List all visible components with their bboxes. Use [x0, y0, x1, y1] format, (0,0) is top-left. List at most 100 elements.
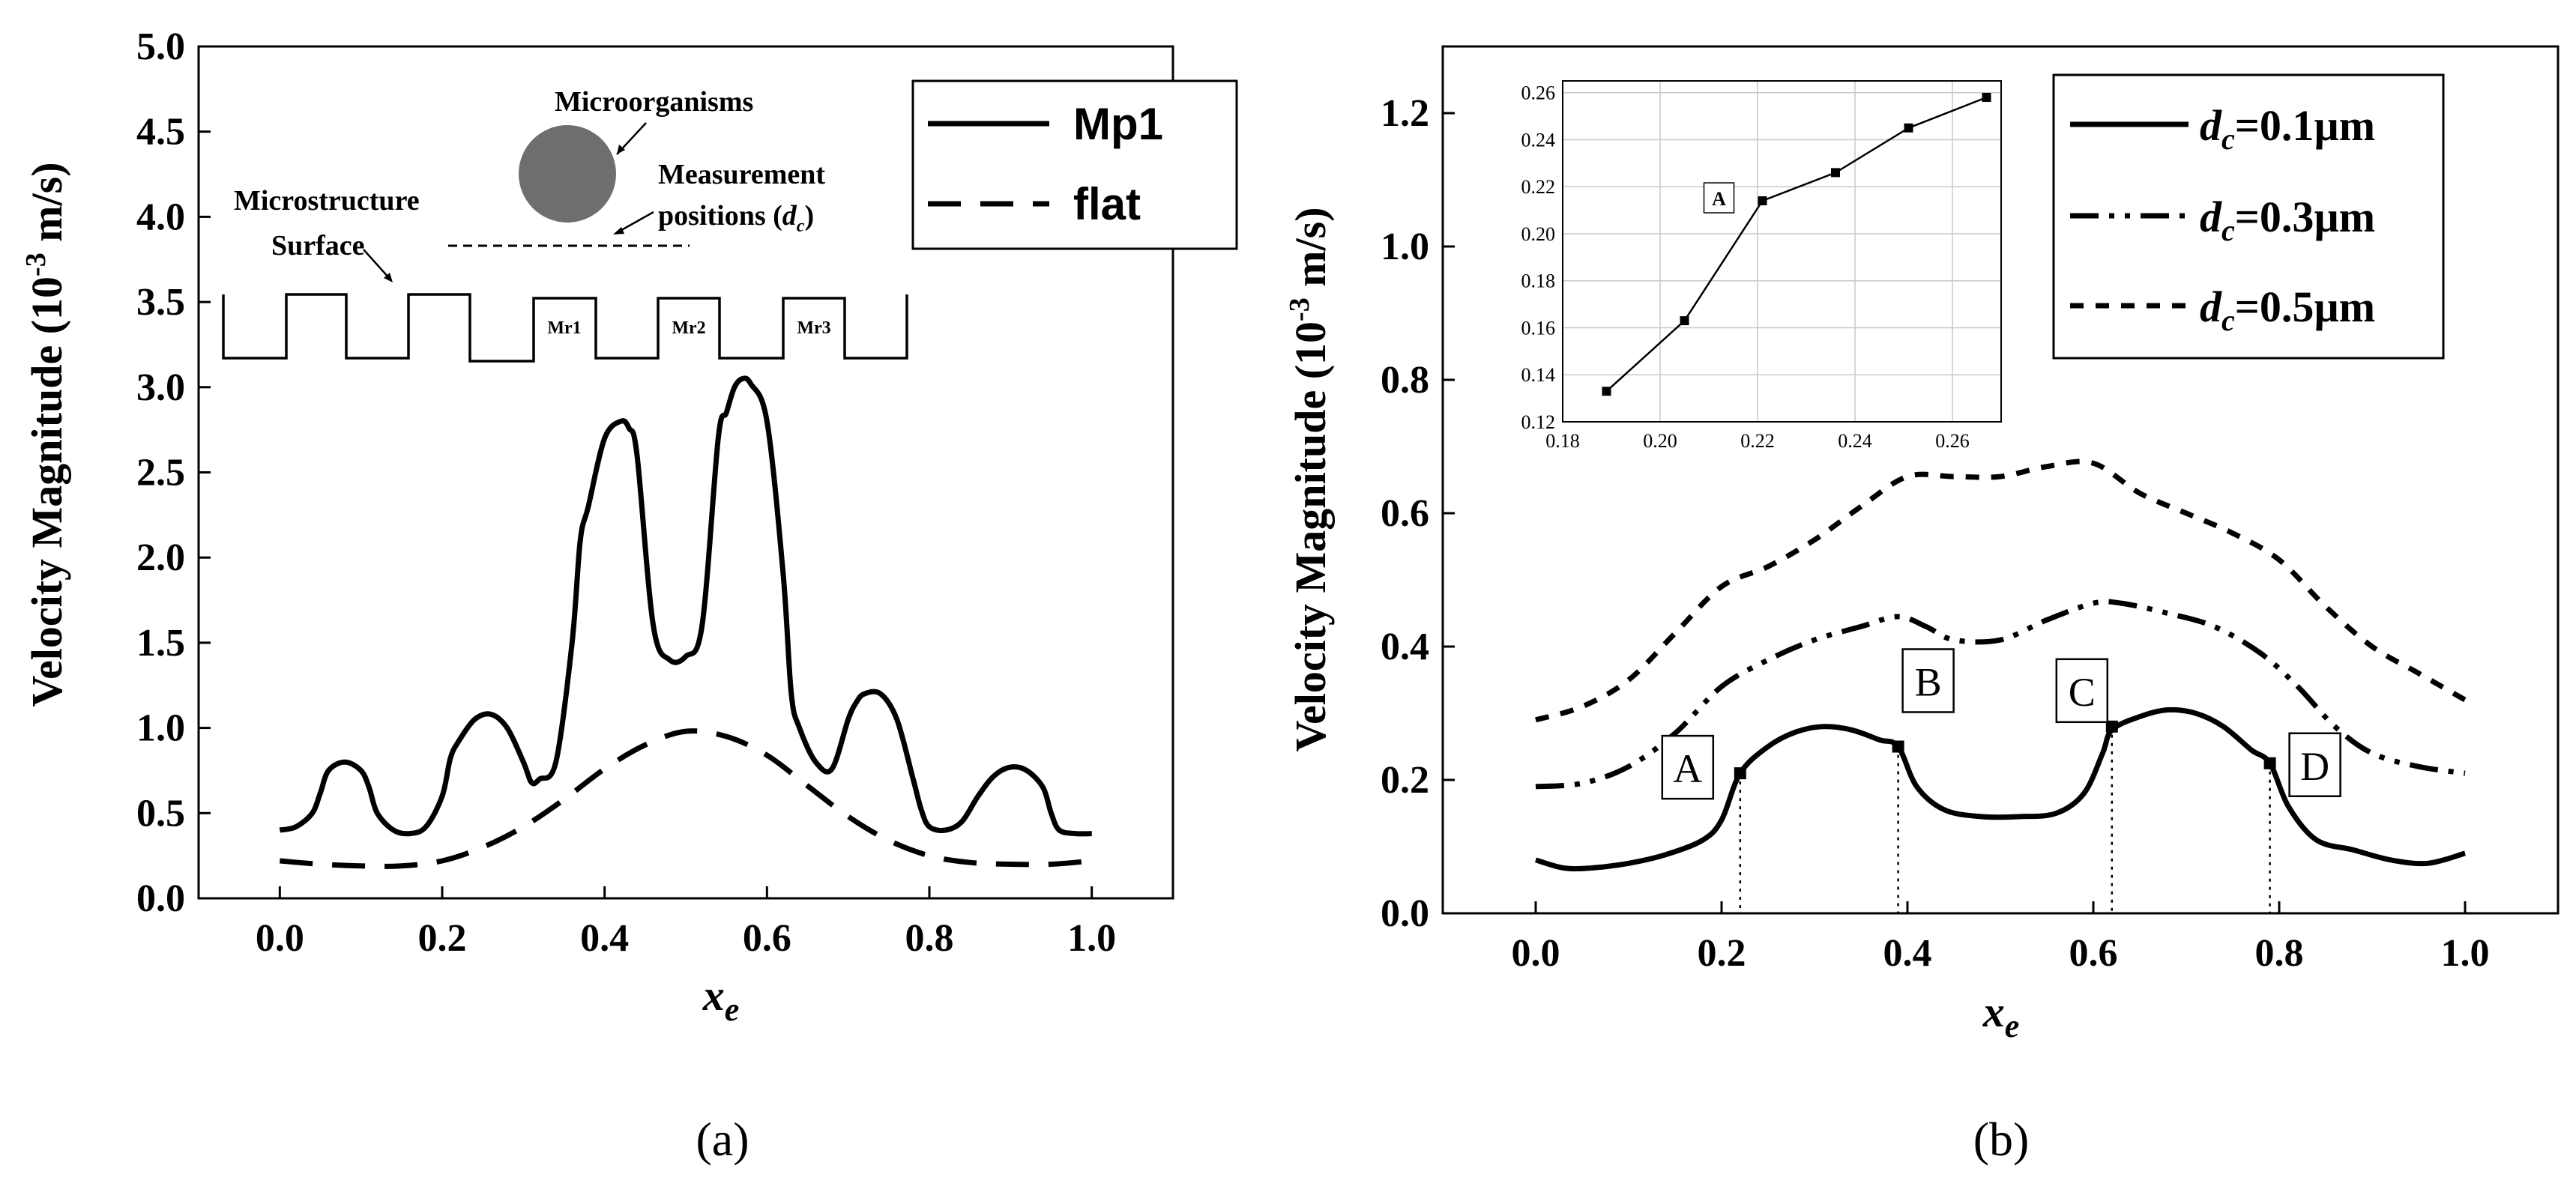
panel-a-y-tick-label: 1.0	[136, 707, 185, 750]
panel-a-x-tick-label: 0.4	[580, 917, 629, 960]
inset-y-tick-label: 0.18	[1521, 270, 1556, 292]
block-label-mr2: Mr2	[672, 318, 705, 338]
panel-b-markers: A B C D	[1661, 648, 2341, 913]
inset-y-tick-label: 0.24	[1521, 129, 1556, 151]
inset-y-tick-label: 0.20	[1521, 223, 1556, 245]
panel-a-y-tick-label: 2.0	[136, 536, 185, 579]
panel-a-y-tick-label: 3.5	[136, 281, 185, 324]
panel-a-series-line-1	[280, 728, 1092, 869]
legend-label-dc05: dc=0.5µm	[2200, 282, 2375, 337]
inset-point	[1680, 316, 1689, 326]
inset-point	[1831, 168, 1840, 178]
block-label-mr3: Mr3	[797, 318, 830, 338]
panel-a-x-tick-label: 0.2	[418, 917, 467, 960]
surface-label-2: Surface	[271, 230, 365, 261]
panel-b-x-tick-label: 0.0	[1512, 932, 1560, 975]
panel-b-x-tick-label: 0.2	[1698, 932, 1746, 975]
measurement-label-2: positions (dc)	[658, 200, 814, 236]
inset-x-tick-label: 0.24	[1838, 430, 1872, 452]
microorganisms-label: Microorganisms	[555, 86, 753, 118]
marker-point-D	[2263, 757, 2276, 769]
panel-a-legend: Mp1 flat	[911, 79, 1238, 250]
panel-a-x-tick-label: 0.8	[905, 917, 954, 960]
panel-a-x-tick-label: 0.6	[743, 917, 791, 960]
marker-box-A	[1661, 734, 1715, 800]
panel-a-series-line-0	[279, 375, 1092, 837]
inset-point	[1602, 387, 1611, 396]
panel-b-inset: 0.12 0.14 0.16 0.18 0.20 0.22 0.24 0.26 0.18 0.20…	[1521, 80, 2002, 452]
panel-a-schematic: Microorganisms Measurement positions (dc…	[222, 86, 908, 363]
inset-annotation-box	[1703, 182, 1735, 214]
inset-y-tick-label: 0.12	[1521, 411, 1556, 433]
microorganism-circle	[519, 125, 616, 223]
panel-b-ticks: 0.0 0.2 0.4 0.6 0.8 1.0 0.0 0.2 0.4 0.6 0.8 1.0 1.2	[1381, 92, 2490, 975]
panel-b-y-axis-title: Velocity Magnitude (10-3 m/s)	[1284, 207, 1335, 751]
inset-point	[1904, 123, 1913, 133]
panel-b-y-tick-label: 0.4	[1381, 626, 1429, 668]
marker-label-A: A	[1673, 746, 1702, 791]
legend-label-dc01: dc=0.1µm	[2200, 101, 2375, 156]
panel-a-y-tick-label: 1.5	[136, 622, 185, 665]
marker-point-A	[1734, 767, 1746, 780]
panel-b-legend: dc=0.1µm dc=0.3µm dc=0.5µm	[2052, 73, 2445, 360]
panel-b-axes-frame	[1441, 45, 2560, 915]
inset-series-layer: A	[1602, 92, 1991, 396]
panel-b-series-layer	[1534, 459, 2467, 872]
legend-label-mp1: Mp1	[1073, 99, 1163, 149]
panel-a-y-tick-label: 0.0	[136, 877, 185, 920]
inset-x-tick-label: 0.18	[1545, 430, 1580, 452]
panel-b-series-line-0	[1534, 707, 2466, 872]
surface-arrowhead	[384, 273, 393, 282]
panel-a: 0.0 0.2 0.4 0.6 0.8 1.0 0.0 0.5 1.0 1.5 2.0 2.5 3.0 3…	[20, 25, 1238, 1166]
block-label-mr1: Mr1	[547, 318, 581, 338]
panel-b-y-tick-label: 0.8	[1381, 359, 1429, 402]
panel-a-y-tick-label: 4.0	[136, 196, 185, 238]
legend-label-flat: flat	[1073, 179, 1141, 229]
surface-label-1: Microstructure	[234, 185, 420, 217]
marker-point-B	[1892, 740, 1904, 753]
panel-b-series-line-1	[1535, 599, 2466, 790]
panel-a-y-tick-label: 3.0	[136, 366, 185, 409]
marker-label-D: D	[2300, 744, 2329, 789]
panel-b: 0.0 0.2 0.4 0.6 0.8 1.00.00.20.40.60.81.01.2 …	[1284, 45, 2560, 1166]
surface-arrow	[363, 249, 390, 279]
panel-a-y-tick-label: 2.5	[136, 452, 185, 494]
legend-label-dc03: dc=0.3µm	[2200, 193, 2375, 247]
panel-a-series-layer	[279, 375, 1092, 869]
panel-b-y-tick-label: 0.0	[1381, 892, 1429, 935]
panel-a-x-tick-label: 0.0	[256, 917, 304, 960]
panel-b-y-tick-label: 1.0	[1381, 226, 1429, 268]
inset-point	[1758, 196, 1767, 206]
marker-label-B: B	[1915, 660, 1942, 705]
panel-a-y-tick-label: 4.5	[136, 111, 185, 154]
microorganism-arrowhead	[617, 145, 625, 154]
microstructure-surface-profile	[222, 293, 908, 363]
panel-a-legend-box	[911, 79, 1238, 250]
panel-b-x-tick-label: 0.4	[1883, 932, 1932, 975]
inset-y-tick-label: 0.26	[1521, 82, 1556, 104]
inset-x-tick-label: 0.22	[1740, 430, 1775, 452]
panel-a-caption: (a)	[696, 1113, 749, 1166]
inset-frame	[1562, 80, 2002, 423]
panel-b-y-tick-label: 0.2	[1381, 759, 1429, 802]
panel-b-x-axis-title: xe	[1982, 987, 2020, 1044]
inset-series-line	[1605, 96, 1987, 393]
panel-b-caption: (b)	[1973, 1113, 2030, 1166]
panel-a-y-axis-title: Velocity Magnitude (10-3 m/s)	[20, 162, 71, 707]
measurement-arrow	[617, 211, 654, 234]
panel-a-x-axis-title: xe	[702, 971, 740, 1028]
panel-a-x-tick-label: 1.0	[1067, 917, 1116, 960]
marker-box-B	[1901, 648, 1955, 713]
inset-x-tick-label: 0.26	[1935, 430, 1970, 452]
inset-y-tick-label: 0.22	[1521, 176, 1556, 198]
marker-box-C	[2055, 658, 2109, 724]
panel-b-x-tick-label: 0.8	[2255, 932, 2304, 975]
inset-y-tick-label: 0.14	[1521, 364, 1556, 386]
panel-b-y-tick-label: 1.2	[1381, 92, 1429, 135]
inset-ticks: 0.12 0.14 0.16 0.18 0.20 0.22 0.24 0.26 0.18 0.20…	[1521, 82, 1970, 452]
marker-label-C: C	[2069, 670, 2096, 715]
panel-b-x-tick-label: 0.6	[2069, 932, 2118, 975]
inset-annotation-label: A	[1712, 188, 1726, 210]
inset-y-tick-label: 0.16	[1521, 317, 1556, 339]
